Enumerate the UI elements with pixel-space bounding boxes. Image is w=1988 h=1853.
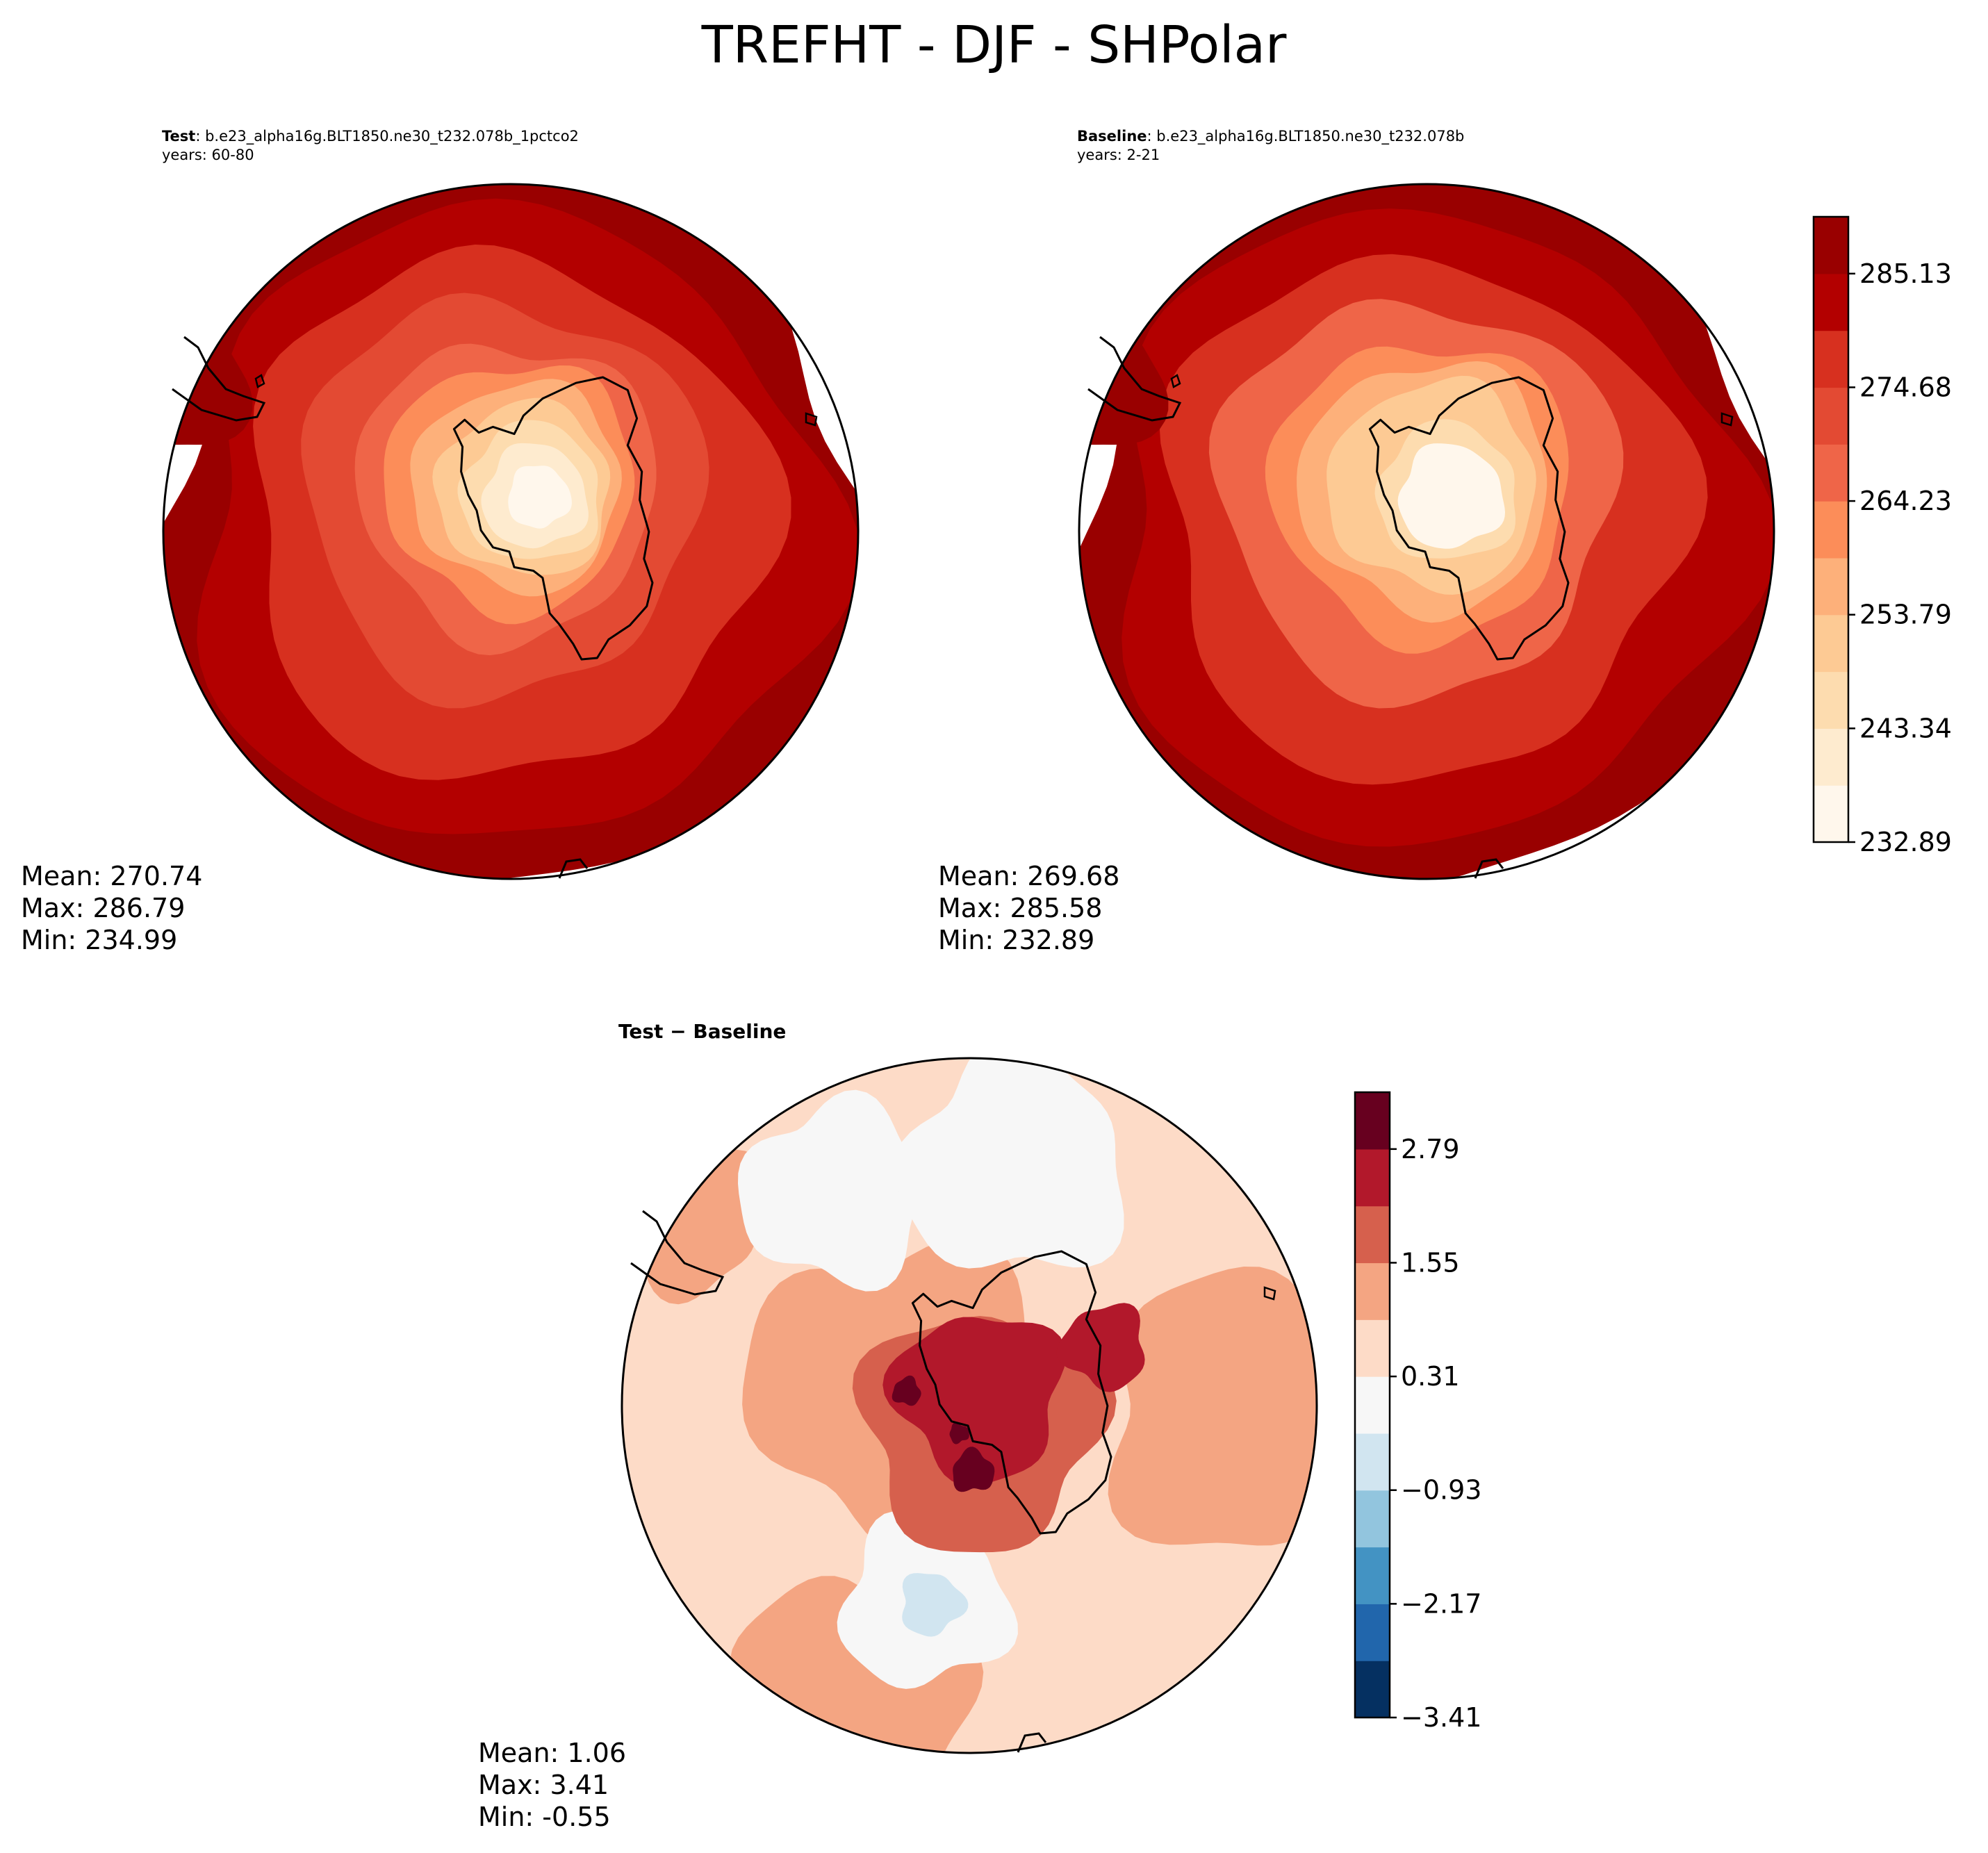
baseline-label-sep: : — [1147, 128, 1152, 145]
island-outline — [1170, 374, 1181, 388]
colorbar-tick-label: 274.68 — [1859, 372, 1952, 402]
colorbar-tick-label: 2.79 — [1401, 1134, 1460, 1164]
island-outline — [805, 412, 818, 427]
map-boundary — [1078, 183, 1775, 880]
island-outline — [1720, 412, 1734, 427]
test-map — [162, 183, 860, 880]
colorbar-segment — [1355, 1262, 1390, 1320]
contour-band — [893, 1058, 1124, 1269]
colorbar-segment — [1355, 1148, 1390, 1207]
diff-min: Min: -0.55 — [478, 1802, 611, 1832]
map-boundary — [162, 183, 860, 880]
test-max: Max: 286.79 — [21, 893, 186, 923]
baseline-case-name: b.e23_alpha16g.BLT1850.ne30_t232.078b — [1156, 128, 1465, 145]
south-america-coastline — [630, 1210, 725, 1296]
map-boundary — [621, 1057, 1318, 1754]
test-years: years: 60-80 — [162, 147, 254, 163]
contour-band — [892, 1375, 921, 1406]
colorbar-tick-label: −0.93 — [1401, 1475, 1481, 1506]
island-outline — [1263, 1286, 1276, 1301]
colorbar-segment — [1814, 273, 1848, 331]
colorbar-tick-label: 0.31 — [1401, 1361, 1460, 1392]
contour-layers — [163, 184, 858, 879]
diff-mean: Mean: 1.06 — [478, 1738, 627, 1768]
colorbar-segment — [1355, 1433, 1390, 1491]
contour-band — [953, 1447, 995, 1492]
africa-tip-coastline — [1017, 1732, 1047, 1753]
colorbar-segment — [1355, 1319, 1390, 1377]
test-case-name: b.e23_alpha16g.BLT1850.ne30_t232.078b_1p… — [205, 128, 579, 145]
contour-band — [882, 1317, 1067, 1486]
africa-tip-coastline — [1474, 858, 1504, 879]
colorbar-segment — [1355, 1490, 1390, 1548]
contour-layers — [1079, 184, 1774, 879]
contour-band — [508, 466, 572, 529]
colorbar-segment — [1814, 387, 1848, 445]
test-panel-title: Test: b.e23_alpha16g.BLT1850.ne30_t232.0… — [162, 127, 579, 165]
colorbar-segment — [1355, 1604, 1390, 1661]
contour-band — [949, 1422, 969, 1444]
south-america-coastline — [172, 336, 266, 422]
colorbar-segment — [1355, 1547, 1390, 1604]
colorbar-segment — [1355, 1376, 1390, 1434]
colorbar-segment — [1814, 217, 1848, 274]
test-stats: Mean: 270.74 Max: 286.79 Min: 234.99 — [21, 860, 202, 956]
island-outline — [254, 374, 265, 388]
diff-stats: Mean: 1.06 Max: 3.41 Min: -0.55 — [478, 1737, 626, 1833]
baseline-mean: Mean: 269.68 — [938, 861, 1120, 891]
colorbar-segment — [1814, 728, 1848, 786]
colorbar-segment — [1814, 501, 1848, 559]
africa-tip-coastline — [558, 858, 589, 879]
baseline-stats: Mean: 269.68 Max: 285.58 Min: 232.89 — [938, 860, 1119, 956]
contour-layers — [622, 1058, 1317, 1753]
colorbar-segment — [1814, 444, 1848, 502]
diff-max: Max: 3.41 — [478, 1770, 609, 1800]
colorbar-segment — [1814, 671, 1848, 729]
baseline-years: years: 2-21 — [1077, 147, 1160, 163]
antarctica-coastline — [452, 376, 654, 661]
colorbar-segment — [1814, 614, 1848, 673]
colorbar-segment — [1814, 785, 1848, 843]
contour-band — [738, 1089, 920, 1292]
colorbar-tick-label: 232.89 — [1859, 827, 1952, 857]
baseline-min: Min: 232.89 — [938, 925, 1095, 955]
colorbar-segment — [1355, 1205, 1390, 1264]
colorbar-tick-label: 1.55 — [1401, 1247, 1460, 1278]
figure-title: TREFHT - DJF - SHPolar — [701, 15, 1287, 75]
diff-colorbar: −3.41 −2.17 −0.93 0.31 1.55 2.79 — [1354, 1091, 1481, 1730]
diff-map — [621, 1057, 1318, 1754]
colorbar-tick-label: 253.79 — [1859, 600, 1952, 630]
colorbar-segment — [1355, 1661, 1390, 1718]
baseline-panel-title: Baseline: b.e23_alpha16g.BLT1850.ne30_t2… — [1077, 127, 1464, 165]
contour-band — [1108, 1267, 1317, 1546]
test-label: Test — [162, 128, 196, 145]
baseline-max: Max: 285.58 — [938, 893, 1103, 923]
colorbar-segment — [1814, 330, 1848, 388]
colorbar-segment — [1355, 1092, 1390, 1150]
test-label-sep: : — [195, 128, 201, 145]
baseline-label: Baseline — [1077, 128, 1147, 145]
baseline-colorbar: 232.89 243.34 253.79 264.23 274.68 285.13 — [1812, 215, 1952, 857]
colorbar-frame — [1354, 1091, 1391, 1719]
colorbar-tick-label: 243.34 — [1859, 713, 1952, 743]
contour-band — [1424, 466, 1488, 529]
colorbar-tick-label: −3.41 — [1401, 1702, 1481, 1730]
contour-band — [902, 1573, 969, 1637]
diff-panel-title: Test − Baseline — [618, 1020, 787, 1043]
colorbar-tick-label: −2.17 — [1401, 1588, 1481, 1619]
antarctica-coastline — [911, 1250, 1112, 1535]
colorbar-frame — [1812, 215, 1850, 843]
baseline-map — [1078, 183, 1775, 880]
test-mean: Mean: 270.74 — [21, 861, 203, 891]
colorbar-tick-label: 285.13 — [1859, 258, 1952, 289]
south-america-coastline — [1087, 336, 1182, 422]
colorbar-segment — [1814, 557, 1848, 616]
test-min: Min: 234.99 — [21, 925, 178, 955]
colorbar-tick-label: 264.23 — [1859, 486, 1952, 516]
antarctica-coastline — [1368, 376, 1570, 661]
